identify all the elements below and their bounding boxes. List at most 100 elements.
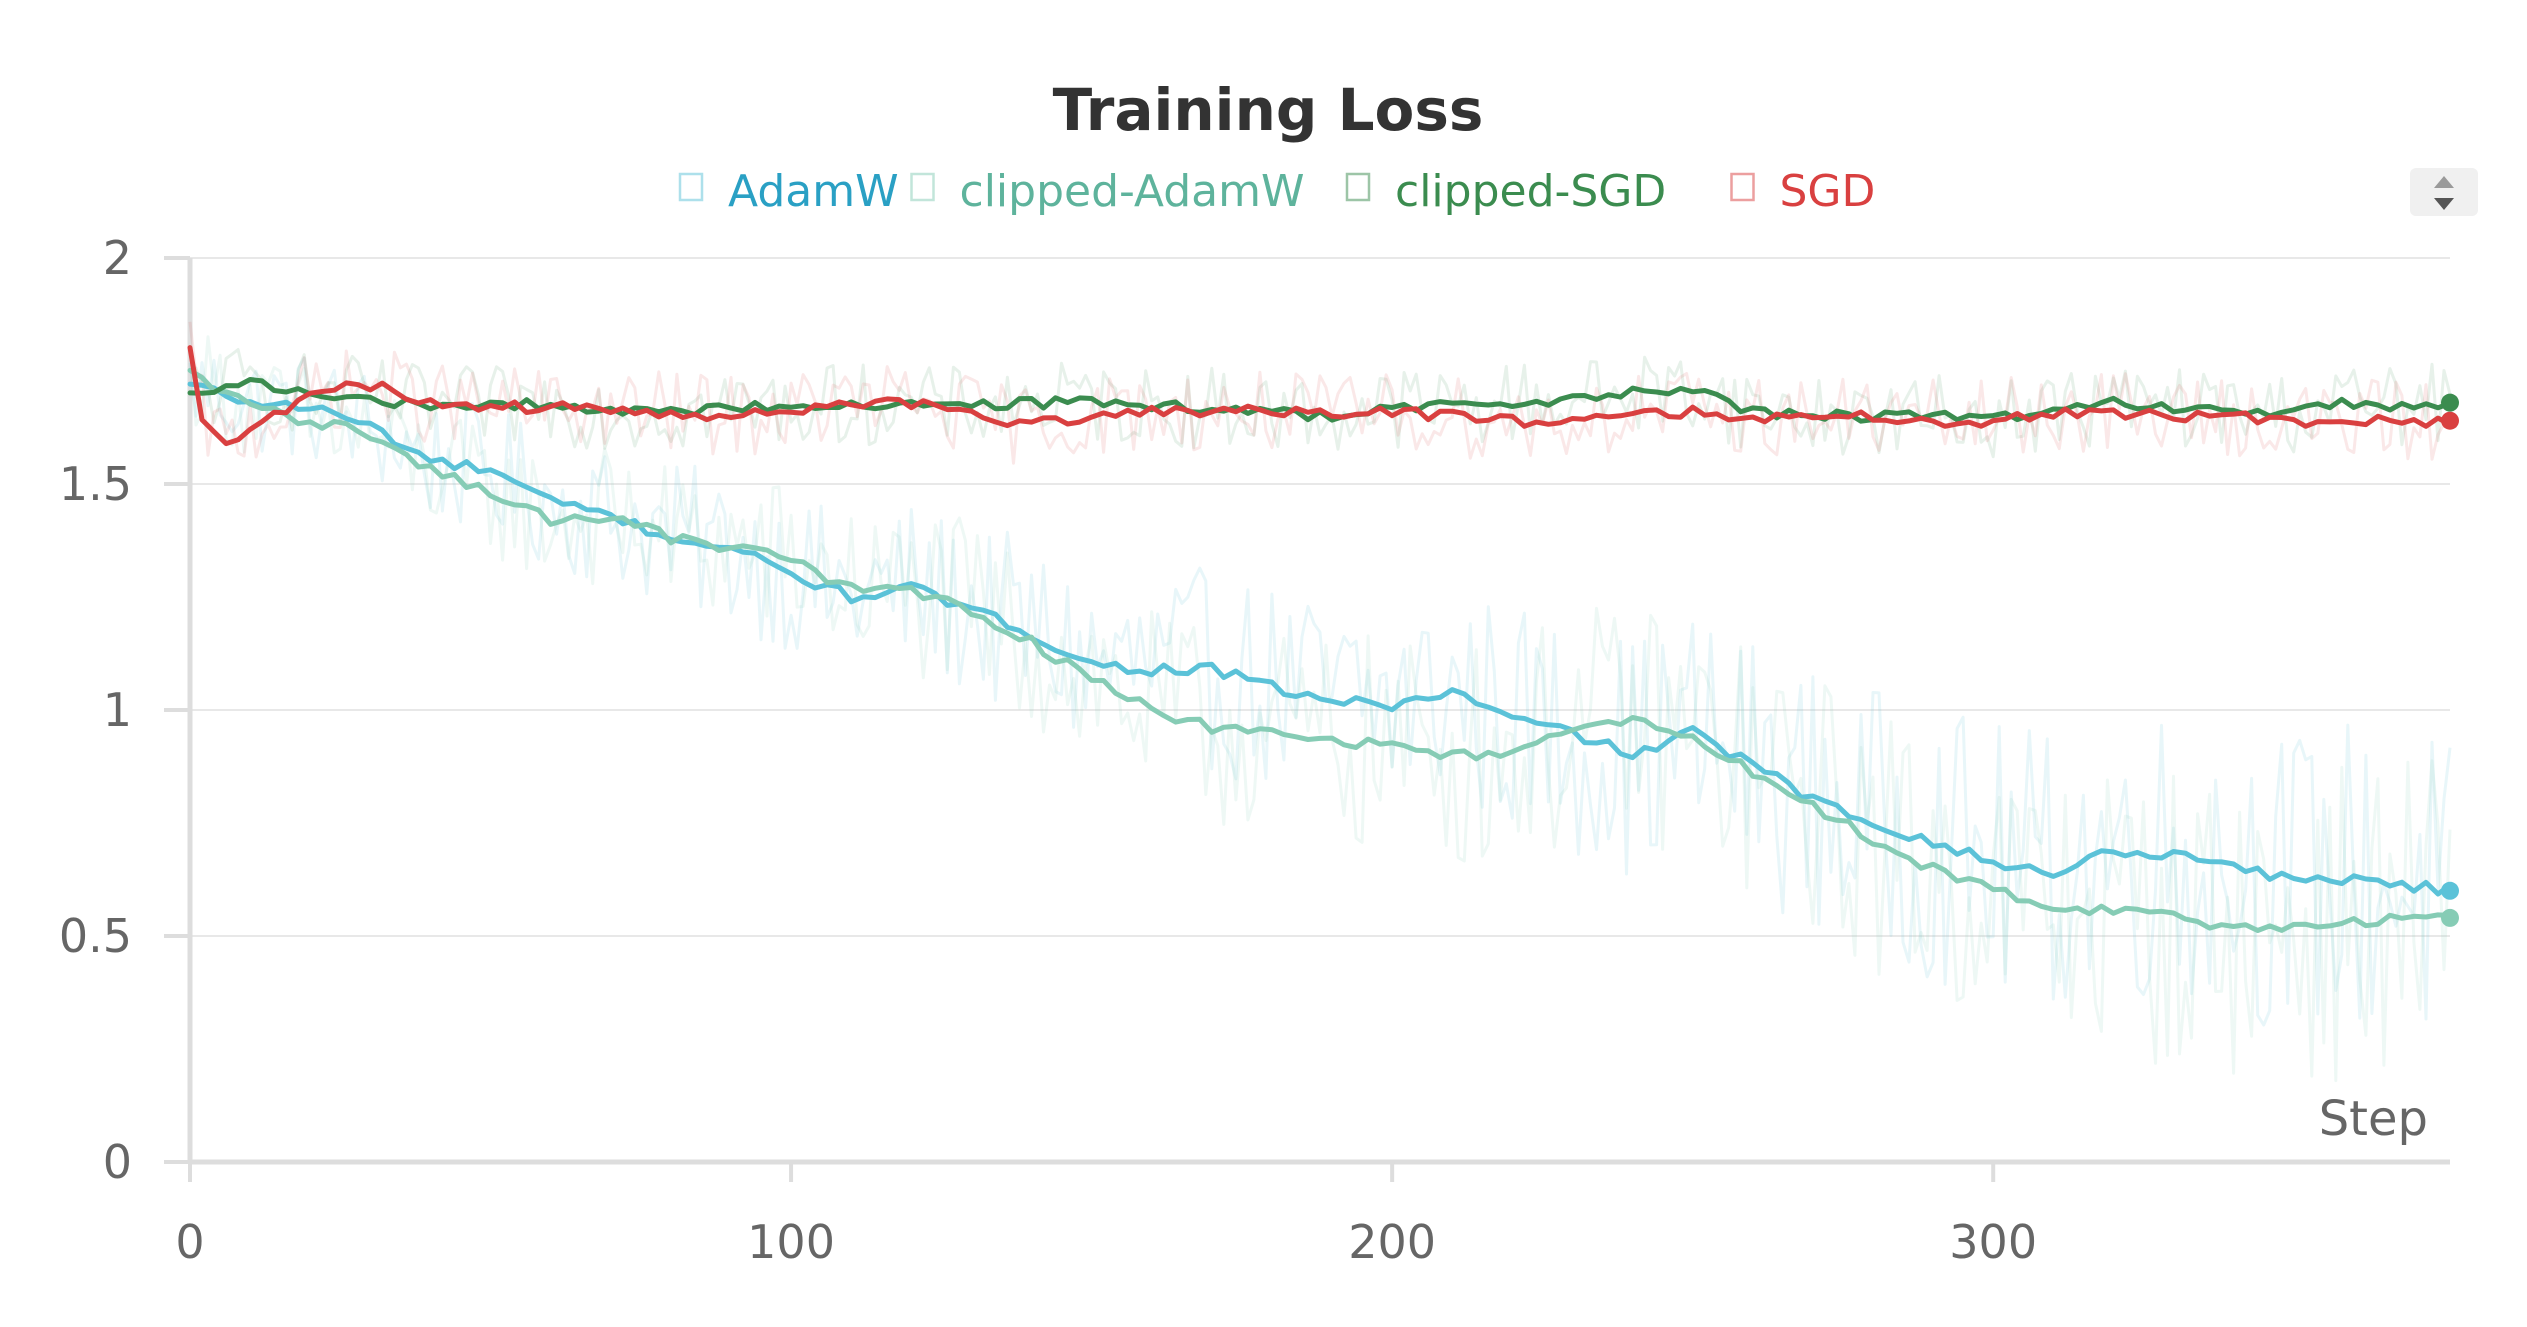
data-point bbox=[1630, 409, 1636, 415]
data-point bbox=[1750, 413, 1756, 419]
data-point bbox=[1389, 702, 1395, 708]
data-point bbox=[2050, 409, 2056, 415]
legend-swatch[interactable] bbox=[678, 172, 704, 202]
arrow-up-icon[interactable] bbox=[2434, 176, 2454, 188]
data-point bbox=[2411, 418, 2417, 424]
data-point bbox=[608, 513, 614, 519]
data-point bbox=[2351, 874, 2357, 880]
x-tick-label: 100 bbox=[747, 1215, 835, 1269]
data-point bbox=[1089, 413, 1095, 419]
data-point bbox=[1028, 400, 1034, 406]
data-point bbox=[1630, 716, 1636, 722]
data-point bbox=[728, 413, 734, 419]
arrow-down-icon[interactable] bbox=[2434, 198, 2454, 210]
data-point bbox=[2110, 400, 2116, 406]
data-point bbox=[488, 467, 494, 473]
data-point bbox=[1690, 409, 1696, 415]
legend-label[interactable]: AdamW bbox=[728, 166, 899, 217]
data-point bbox=[2231, 924, 2237, 930]
legend-scroller-button[interactable] bbox=[2410, 168, 2478, 216]
data-point bbox=[1089, 400, 1095, 406]
data-point bbox=[427, 467, 433, 473]
data-point bbox=[337, 386, 343, 392]
data-point bbox=[1269, 684, 1275, 690]
legend-item-clipped-sgd[interactable]: clipped-SGD bbox=[1345, 166, 1666, 217]
data-point bbox=[1630, 391, 1636, 397]
data-point bbox=[2171, 915, 2177, 921]
data-point bbox=[668, 535, 674, 541]
smoothed-series-group bbox=[187, 345, 2453, 933]
data-point bbox=[2171, 413, 2177, 419]
x-axis-label: Step bbox=[2319, 1091, 2428, 1147]
data-point bbox=[788, 571, 794, 577]
data-point bbox=[2050, 906, 2056, 912]
data-point bbox=[788, 409, 794, 415]
data-point bbox=[788, 558, 794, 564]
chart-title: Training Loss bbox=[1053, 76, 1484, 144]
data-point bbox=[1750, 770, 1756, 776]
legend-label[interactable]: SGD bbox=[1780, 166, 1876, 217]
data-point bbox=[1569, 418, 1575, 424]
data-point bbox=[1449, 413, 1455, 419]
data-point bbox=[247, 404, 253, 410]
y-tick-label: 1.5 bbox=[59, 457, 132, 511]
data-point bbox=[367, 382, 373, 388]
data-point bbox=[1209, 725, 1215, 731]
data-point bbox=[307, 418, 313, 424]
y-tick-label: 1 bbox=[103, 683, 132, 737]
y-axis-ticks: 0 0.5 1 1.5 2 bbox=[59, 231, 190, 1189]
legend-swatch[interactable] bbox=[1345, 172, 1371, 202]
legend-scroller-background[interactable] bbox=[2410, 168, 2478, 216]
x-tick-label: 300 bbox=[1949, 1215, 2037, 1269]
data-point bbox=[1269, 730, 1275, 736]
data-point bbox=[199, 413, 205, 419]
data-point bbox=[2291, 879, 2297, 885]
legend-item-sgd[interactable]: SGD bbox=[1730, 166, 1876, 217]
data-point bbox=[1449, 752, 1455, 758]
data-point bbox=[1690, 734, 1696, 740]
data-point bbox=[1930, 418, 1936, 424]
data-point bbox=[2411, 404, 2417, 410]
data-point bbox=[548, 517, 554, 523]
data-point bbox=[1149, 409, 1155, 415]
data-point bbox=[968, 413, 974, 419]
data-point bbox=[2351, 400, 2357, 406]
x-tick-label: 0 bbox=[175, 1215, 204, 1269]
data-point bbox=[1149, 707, 1155, 713]
data-point bbox=[1750, 761, 1756, 767]
data-point bbox=[1329, 413, 1335, 419]
legend-label[interactable]: clipped-SGD bbox=[1395, 166, 1666, 217]
data-point bbox=[427, 400, 433, 406]
data-point bbox=[1269, 409, 1275, 415]
data-point bbox=[1569, 395, 1575, 401]
data-point bbox=[247, 382, 253, 388]
data-point bbox=[1089, 662, 1095, 668]
data-point bbox=[2291, 924, 2297, 930]
data-point bbox=[187, 391, 193, 397]
series-end-marker bbox=[2441, 881, 2459, 900]
data-point bbox=[367, 431, 373, 437]
data-point bbox=[2110, 409, 2116, 415]
legend-swatch[interactable] bbox=[910, 172, 935, 202]
series-line-sgd bbox=[187, 345, 2453, 447]
legend-swatch[interactable] bbox=[1730, 172, 1755, 202]
data-point bbox=[367, 395, 373, 401]
data-point bbox=[1810, 802, 1816, 808]
data-point bbox=[1990, 888, 1996, 894]
data-point bbox=[1930, 865, 1936, 871]
data-point bbox=[307, 404, 313, 410]
data-point bbox=[1569, 730, 1575, 736]
legend-item-clipped-adamw[interactable]: clipped-AdamW bbox=[910, 166, 1305, 217]
data-point bbox=[2171, 404, 2177, 410]
data-point bbox=[1990, 861, 1996, 867]
raw-series-group bbox=[188, 321, 2452, 1083]
data-point bbox=[608, 409, 614, 415]
legend-item-adamw[interactable]: AdamW bbox=[678, 166, 899, 217]
raw-trace-clipped-adamw bbox=[188, 335, 2452, 1083]
data-point bbox=[1028, 422, 1034, 428]
data-point bbox=[1870, 838, 1876, 844]
data-point bbox=[1509, 748, 1515, 754]
legend-label[interactable]: clipped-AdamW bbox=[960, 166, 1305, 217]
